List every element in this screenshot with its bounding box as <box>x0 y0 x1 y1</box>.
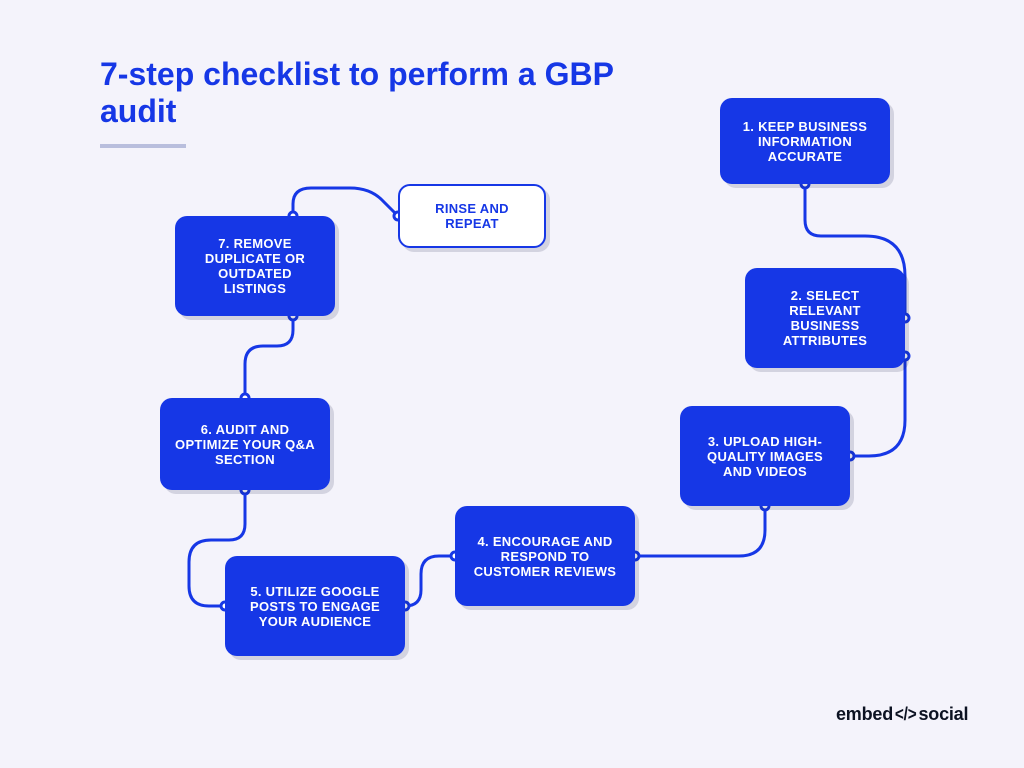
infographic-canvas: 7-step checklist to perform a GBP audit … <box>0 0 1024 768</box>
title-underline <box>100 144 186 148</box>
step-6-node: 6. AUDIT AND OPTIMIZE YOUR Q&A SECTION <box>160 398 330 490</box>
step-1-node: 1. KEEP BUSINESS INFORMATION ACCURATE <box>720 98 890 184</box>
step-3-node: 3. UPLOAD HIGH-QUALITY IMAGES AND VIDEOS <box>680 406 850 506</box>
step-7-label: 7. REMOVE DUPLICATE OR OUTDATED LISTINGS <box>187 236 323 296</box>
step-5-node: 5. UTILIZE GOOGLE POSTS TO ENGAGE YOUR A… <box>225 556 405 656</box>
brand-suffix: social <box>918 704 968 725</box>
title-text: 7-step checklist to perform a GBP audit <box>100 56 613 129</box>
step-5-label: 5. UTILIZE GOOGLE POSTS TO ENGAGE YOUR A… <box>237 584 393 629</box>
step-6-label: 6. AUDIT AND OPTIMIZE YOUR Q&A SECTION <box>172 422 318 467</box>
step-4-label: 4. ENCOURAGE AND RESPOND TO CUSTOMER REV… <box>467 534 623 579</box>
step-2-label: 2. SELECT RELEVANT BUSINESS ATTRIBUTES <box>757 288 893 348</box>
step-2-node: 2. SELECT RELEVANT BUSINESS ATTRIBUTES <box>745 268 905 368</box>
step-1-label: 1. KEEP BUSINESS INFORMATION ACCURATE <box>732 119 878 164</box>
step-3-label: 3. UPLOAD HIGH-QUALITY IMAGES AND VIDEOS <box>692 434 838 479</box>
step-4-node: 4. ENCOURAGE AND RESPOND TO CUSTOMER REV… <box>455 506 635 606</box>
rinse-repeat-label: RINSE AND REPEAT <box>412 201 532 231</box>
rinse-repeat-node: RINSE AND REPEAT <box>398 184 546 248</box>
brand-logo: embed </> social <box>836 704 968 725</box>
brand-glyph-icon: </> <box>895 704 917 725</box>
page-title: 7-step checklist to perform a GBP audit <box>100 56 620 130</box>
step-7-node: 7. REMOVE DUPLICATE OR OUTDATED LISTINGS <box>175 216 335 316</box>
brand-prefix: embed <box>836 704 893 725</box>
